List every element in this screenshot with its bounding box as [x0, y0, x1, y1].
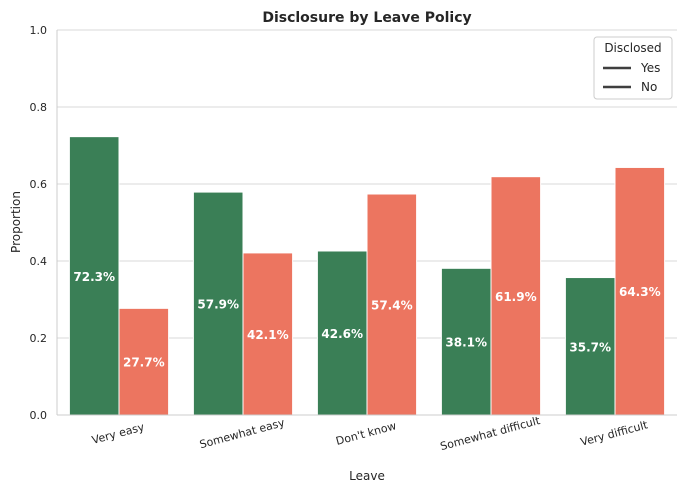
- chart-title: Disclosure by Leave Policy: [262, 10, 471, 26]
- y-tick-label: 0.2: [30, 332, 48, 345]
- bar-no-0: [118, 307, 170, 416]
- bar-value-label: 64.3%: [619, 285, 661, 299]
- legend-items: Yes No: [603, 61, 660, 94]
- bar-yes-0: [68, 136, 120, 416]
- bar-value-label: 27.7%: [123, 356, 165, 370]
- bar-value-label: 42.6%: [321, 327, 363, 341]
- bar-value-label: 42.1%: [247, 328, 289, 342]
- y-axis-label: Proportion: [9, 191, 23, 253]
- y-tick-label: 0.8: [30, 101, 48, 114]
- y-tick-label: 0.4: [30, 255, 48, 268]
- bar-no-4: [614, 166, 666, 416]
- bar-no-2: [366, 193, 418, 416]
- bar-value-label: 61.9%: [495, 290, 537, 304]
- bar-value-label: 57.4%: [371, 299, 413, 313]
- bar-value-label: 72.3%: [73, 270, 115, 284]
- y-tick-label: 0.0: [30, 409, 48, 422]
- bar-value-label: 35.7%: [569, 340, 611, 354]
- bar-no-3: [490, 176, 542, 416]
- legend-label-no: No: [641, 80, 657, 94]
- legend-label-yes: Yes: [640, 61, 660, 75]
- y-tick-label: 1.0: [30, 24, 48, 37]
- bar-value-label: 38.1%: [445, 336, 487, 350]
- legend-box: [593, 36, 673, 100]
- y-tick-labels: 0.0 0.2 0.4 0.6 0.8 1.0: [30, 24, 48, 422]
- bar-value-label: 57.9%: [197, 298, 239, 312]
- bars: [68, 136, 666, 416]
- legend-title: Disclosed: [604, 41, 661, 55]
- bar-labels: 72.3% 27.7% 57.9% 42.1% 42.6% 57.4% 38.1% 61.9%…: [73, 270, 660, 370]
- bar-no-1: [242, 252, 294, 416]
- legend: Disclosed Yes No: [593, 36, 673, 100]
- y-tick-label: 0.6: [30, 178, 48, 191]
- bar-yes-3: [440, 267, 492, 416]
- x-axis-label: Leave: [349, 469, 385, 483]
